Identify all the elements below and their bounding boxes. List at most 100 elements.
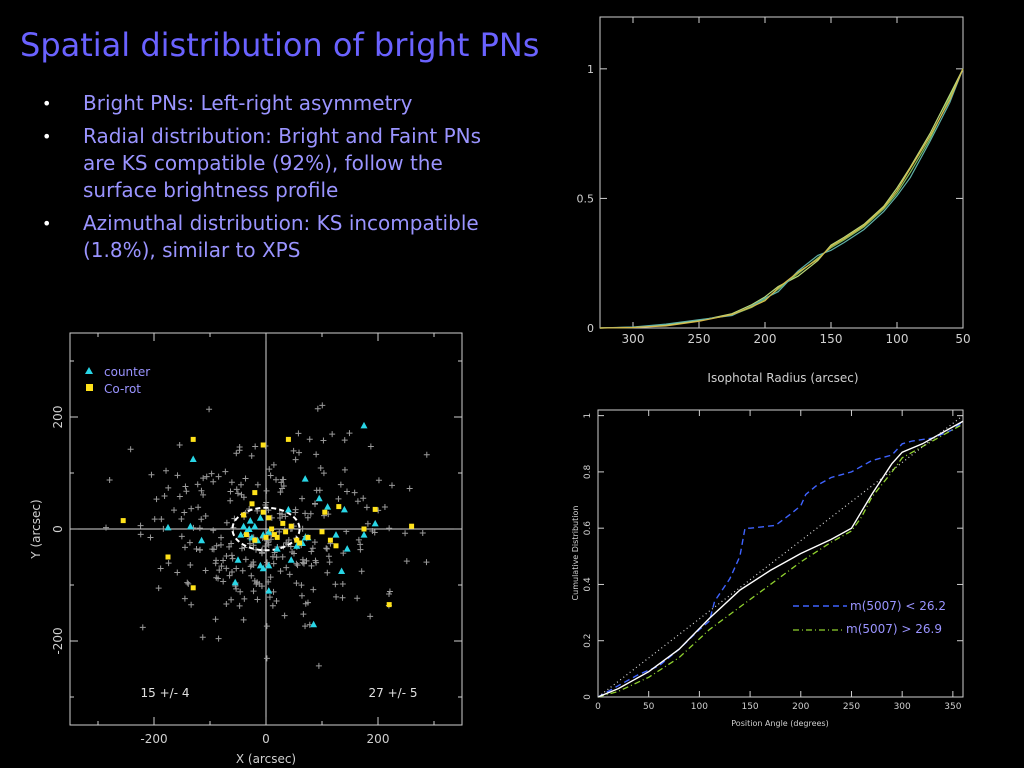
background-pn-marker bbox=[106, 477, 113, 484]
azimuthal-series-dash-dot bbox=[597, 423, 964, 698]
background-pn-marker bbox=[263, 487, 270, 494]
counter-point bbox=[245, 525, 253, 532]
background-pn-marker bbox=[228, 540, 235, 547]
counter-point bbox=[164, 523, 172, 531]
bullet-item: • Bright PNs: Left-right asymmetry bbox=[40, 90, 510, 117]
background-pn-marker bbox=[248, 452, 255, 459]
scatter-ytick-label: -200 bbox=[51, 627, 65, 654]
background-pn-marker bbox=[270, 560, 277, 567]
azimuthal-ytick-label: 0.4 bbox=[583, 577, 593, 592]
bullet-text: Azimuthal distribution: KS incompatible … bbox=[83, 211, 479, 262]
counter-point bbox=[310, 620, 318, 628]
background-pn-marker bbox=[386, 525, 393, 532]
background-pn-marker bbox=[293, 580, 300, 587]
background-pn-marker bbox=[270, 461, 277, 468]
background-pn-marker bbox=[314, 405, 321, 412]
background-pn-marker bbox=[181, 509, 188, 516]
background-pn-marker bbox=[213, 574, 220, 581]
background-pn-marker bbox=[196, 547, 203, 554]
corot-point bbox=[249, 501, 255, 507]
radial-xtick-label: 200 bbox=[754, 332, 777, 346]
azimuthal-xtick-label: 250 bbox=[843, 702, 860, 712]
azimuthal-xtick-label: 50 bbox=[643, 702, 655, 712]
counter-point bbox=[259, 564, 267, 572]
counter-point bbox=[371, 519, 379, 527]
corot-point bbox=[297, 540, 303, 546]
scatter-xtick-label: -200 bbox=[140, 732, 167, 746]
background-pn-marker bbox=[234, 490, 241, 497]
background-pn-marker bbox=[262, 543, 269, 550]
radial-frame bbox=[599, 16, 964, 329]
background-pn-marker bbox=[256, 580, 263, 587]
background-pn-marker bbox=[273, 476, 280, 483]
background-pn-marker bbox=[248, 572, 255, 579]
corot-point bbox=[120, 518, 126, 524]
background-pn-marker bbox=[290, 447, 297, 454]
background-pn-marker bbox=[184, 579, 191, 586]
background-pn-marker bbox=[217, 541, 224, 548]
background-pn-marker bbox=[402, 530, 409, 537]
radial-xtick-label: 100 bbox=[886, 332, 909, 346]
background-pn-marker bbox=[294, 562, 301, 569]
background-pn-marker bbox=[312, 501, 319, 508]
corot-point bbox=[263, 534, 269, 540]
background-pn-marker bbox=[198, 487, 205, 494]
background-pn-marker bbox=[375, 477, 382, 484]
background-pn-marker bbox=[228, 569, 235, 576]
background-pn-marker bbox=[233, 585, 240, 592]
background-pn-marker bbox=[200, 491, 207, 498]
bullet-item: • Radial distribution: Bright and Faint P… bbox=[40, 123, 510, 204]
corot-point bbox=[165, 554, 171, 560]
background-pn-marker bbox=[236, 447, 243, 454]
scatter-xtick-label: 0 bbox=[262, 732, 270, 746]
background-pn-marker bbox=[227, 488, 234, 495]
background-pn-marker bbox=[238, 545, 245, 552]
counter-point bbox=[265, 587, 273, 594]
background-pn-marker bbox=[264, 559, 271, 566]
bullet-text: Radial distribution: Bright and Faint PN… bbox=[83, 124, 482, 202]
background-pn-marker bbox=[216, 567, 223, 574]
right-count-annotation: 27 +/- 5 bbox=[369, 686, 418, 700]
background-pn-marker bbox=[196, 525, 203, 532]
background-pn-marker bbox=[209, 546, 216, 553]
background-pn-marker bbox=[299, 559, 306, 566]
corot-point bbox=[305, 534, 311, 540]
background-pn-marker bbox=[358, 568, 365, 575]
radial-ytick-label: 0.5 bbox=[577, 192, 595, 205]
background-pn-marker bbox=[165, 560, 172, 567]
background-pn-marker bbox=[218, 534, 225, 541]
background-pn-marker bbox=[161, 493, 168, 500]
corot-point bbox=[243, 532, 249, 538]
background-pn-marker bbox=[210, 478, 217, 485]
background-pn-marker bbox=[296, 449, 303, 456]
background-pn-marker bbox=[163, 467, 170, 474]
background-pn-marker bbox=[215, 635, 222, 642]
corot-point bbox=[285, 436, 291, 442]
background-pn-marker bbox=[250, 542, 257, 549]
background-pn-marker bbox=[312, 557, 319, 564]
background-pn-marker bbox=[367, 613, 374, 620]
azimuthal-series-solid bbox=[597, 420, 964, 698]
background-pn-marker bbox=[176, 493, 183, 500]
background-pn-marker bbox=[229, 555, 236, 562]
background-pn-marker bbox=[237, 481, 244, 488]
background-pn-marker bbox=[332, 581, 339, 588]
background-pn-marker bbox=[251, 577, 258, 584]
background-pn-marker bbox=[283, 564, 290, 571]
background-pn-marker bbox=[194, 481, 201, 488]
background-pn-marker bbox=[157, 565, 164, 572]
background-pn-marker bbox=[186, 539, 193, 546]
counter-point bbox=[293, 542, 301, 549]
background-pn-marker bbox=[265, 507, 272, 514]
background-pn-marker bbox=[237, 588, 244, 595]
corot-point bbox=[319, 529, 325, 535]
background-pn-marker bbox=[304, 514, 311, 521]
counter-point bbox=[251, 522, 259, 530]
background-pn-marker bbox=[182, 483, 189, 490]
legend-faint-label: m(5007) > 26.9 bbox=[846, 622, 942, 636]
bullet-text: Bright PNs: Left-right asymmetry bbox=[83, 91, 413, 115]
corot-point bbox=[283, 529, 289, 535]
corot-point bbox=[260, 442, 266, 448]
background-pn-marker bbox=[213, 557, 220, 564]
radial-xtick-label: 50 bbox=[955, 332, 970, 346]
